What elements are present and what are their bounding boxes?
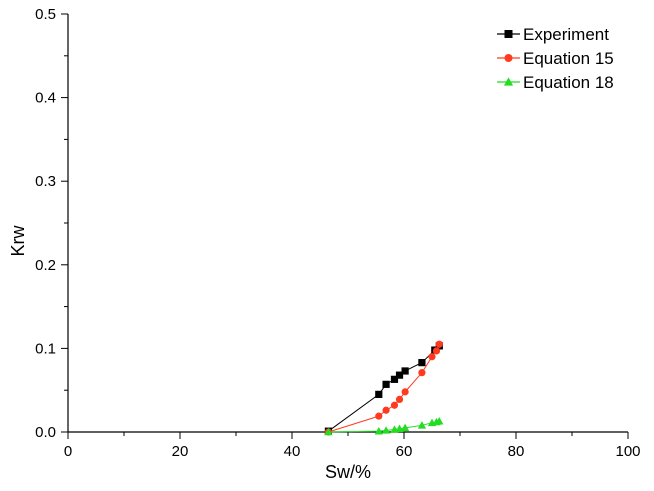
data-point	[375, 412, 383, 420]
series-line	[328, 345, 440, 432]
legend: Experiment Equation 15 Equation 18	[497, 25, 614, 92]
series-line	[328, 344, 440, 433]
legend-marker	[503, 77, 514, 86]
y-tick-label: 0.2	[35, 257, 56, 274]
series-experiment	[324, 342, 443, 435]
y-tick-label: 0.0	[35, 424, 56, 441]
data-point	[417, 421, 427, 429]
x-tick-label: 20	[172, 443, 189, 460]
legend-label: Experiment	[523, 25, 609, 44]
data-point	[390, 375, 399, 383]
y-tick-label: 0.5	[35, 6, 56, 23]
data-point	[435, 340, 443, 348]
legend-label: Equation 18	[523, 73, 614, 92]
data-point	[418, 369, 426, 377]
data-point	[375, 390, 383, 398]
data-point	[400, 423, 410, 432]
x-tick-label: 0	[64, 443, 72, 460]
y-tick-label: 0.1	[35, 340, 56, 357]
legend-marker	[504, 54, 513, 62]
series-equation-18	[324, 416, 444, 436]
x-tick-label: 100	[615, 443, 640, 460]
data-point	[432, 347, 441, 355]
legend-item: Equation 18	[497, 73, 614, 92]
x-axis-title: Sw/%	[325, 462, 371, 482]
legend-item: Equation 15	[497, 49, 614, 68]
ticks: 0 20 40 60 80 100 0.0 0.1 0.2 0.3 0.4 0.5	[35, 6, 640, 460]
data-point	[401, 388, 409, 396]
legend-label: Equation 15	[523, 49, 614, 68]
y-axis-title: Krw	[8, 225, 28, 257]
data-point	[374, 427, 383, 435]
data-point	[395, 395, 404, 403]
data-point	[324, 427, 333, 436]
data-point	[390, 401, 399, 409]
data-point	[418, 359, 426, 367]
x-tick-label: 40	[284, 443, 301, 460]
x-tick-label: 80	[508, 443, 525, 460]
y-tick-label: 0.3	[35, 173, 56, 190]
data-point	[382, 406, 390, 414]
data-point	[435, 416, 444, 425]
data-point	[428, 353, 436, 361]
data-point	[395, 371, 404, 379]
data-point	[401, 367, 409, 375]
data-point	[382, 380, 390, 388]
data-point	[381, 426, 391, 434]
series-layer	[324, 340, 444, 436]
y-tick-label: 0.4	[35, 90, 56, 107]
x-tick-label: 60	[396, 443, 413, 460]
legend-item: Experiment	[497, 25, 609, 44]
legend-marker	[504, 30, 513, 38]
